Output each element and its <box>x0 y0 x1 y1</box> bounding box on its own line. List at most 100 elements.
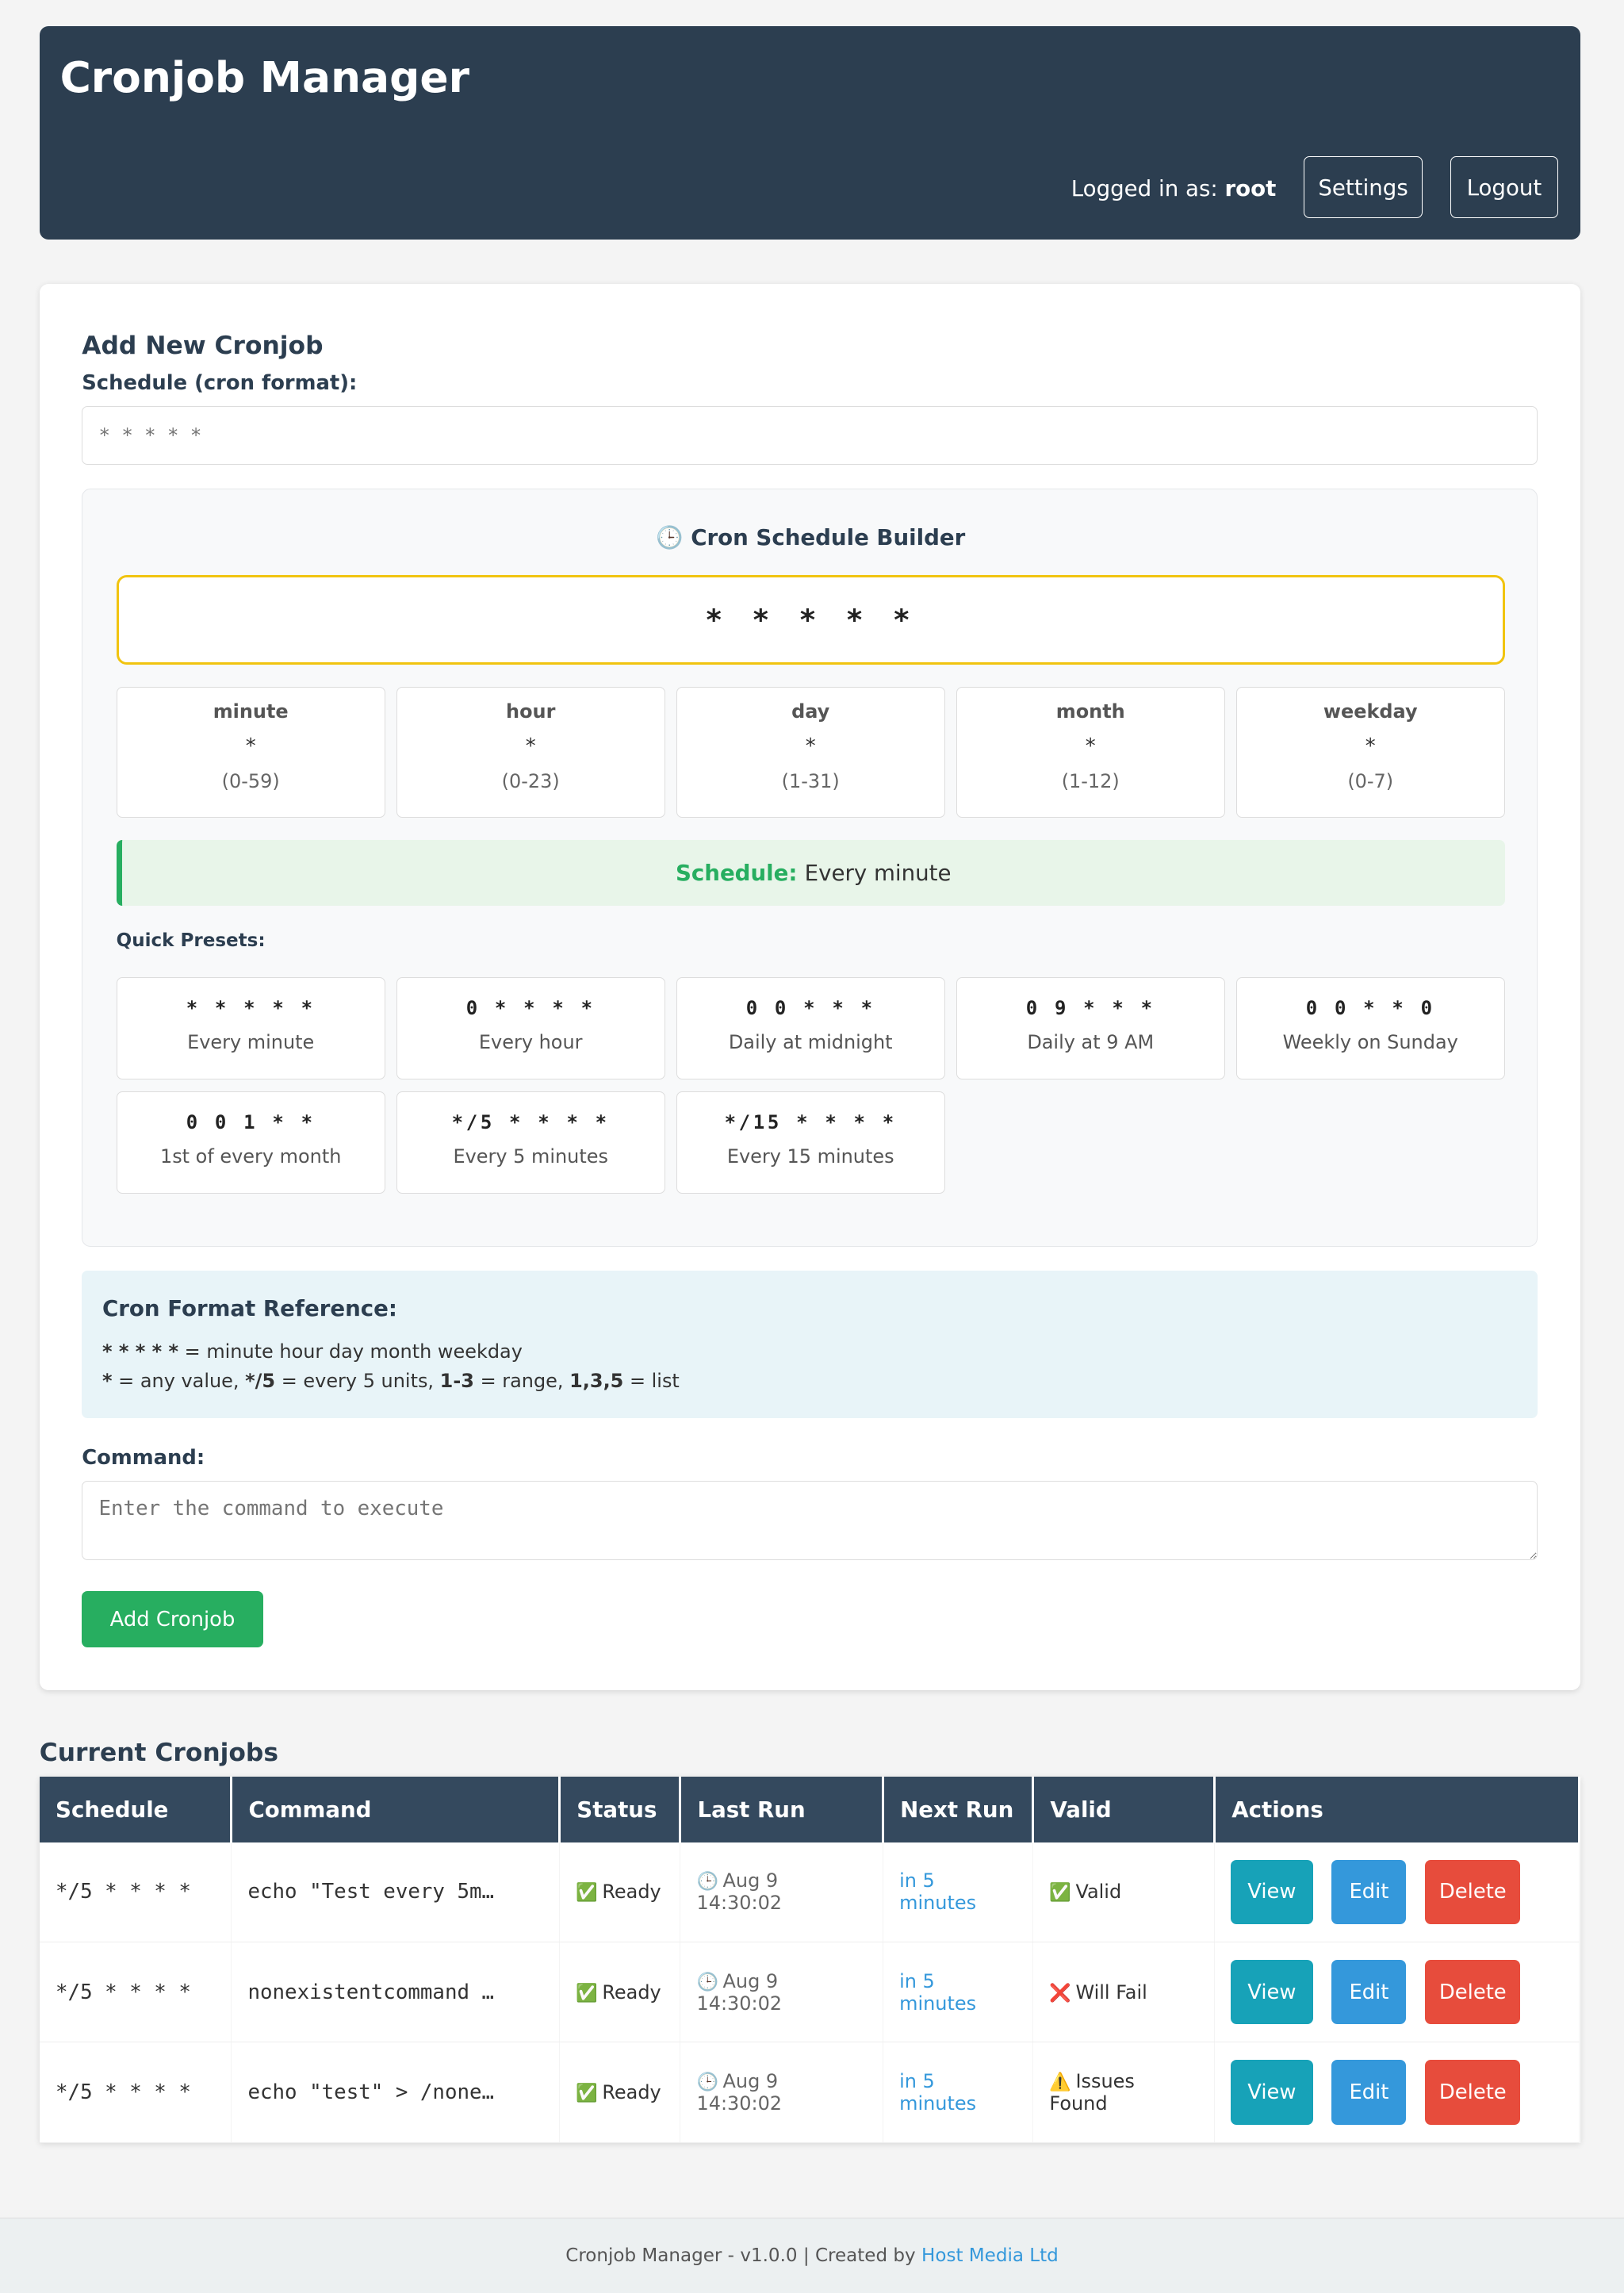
preset-button[interactable]: 0 9 * * * Daily at 9 AM <box>956 977 1225 1080</box>
username: root <box>1224 175 1277 202</box>
logged-in-status: Logged in as: root <box>1071 175 1277 201</box>
status-text: Ready <box>602 1881 661 1904</box>
column-header: Next Run <box>883 1776 1035 1842</box>
field-month[interactable]: month * (1-12) <box>956 686 1225 819</box>
cron-schedule-builder: 🕒 Cron Schedule Builder * * * * * minute… <box>82 488 1538 1248</box>
schedule-input[interactable] <box>82 406 1538 466</box>
status-cell: ✅ Ready <box>559 2042 681 2143</box>
last-run-cell: 🕒 Aug 9 14:30:02 <box>680 2042 883 2143</box>
validity-icon: ❌ <box>1049 1982 1071 2003</box>
schedule-label: Schedule (cron format): <box>82 371 358 396</box>
settings-button[interactable]: Settings <box>1304 156 1423 218</box>
valid-text: Will Fail <box>1075 1980 1147 2003</box>
field-range: (1-12) <box>1061 769 1120 792</box>
field-range: (0-23) <box>501 769 560 792</box>
command-cell: echo "Test every 5m… <box>231 1842 561 1943</box>
column-header: Status <box>559 1776 682 1842</box>
last-run-cell: 🕒 Aug 9 14:30:02 <box>680 1842 883 1943</box>
add-cronjob-title: Add New Cronjob <box>82 332 324 361</box>
check-icon: ✅ <box>576 2083 598 2104</box>
builder-title-text: Cron Schedule Builder <box>691 523 966 550</box>
edit-button[interactable]: Edit <box>1331 2060 1407 2125</box>
field-name: weekday <box>1323 700 1418 723</box>
preset-button[interactable]: 0 0 1 * * 1st of every month <box>116 1091 385 1194</box>
next-run-cell: in 5 minutes <box>883 2042 1034 2143</box>
preset-cron: 0 0 * * * <box>745 997 875 1020</box>
delete-button[interactable]: Delete <box>1425 2060 1521 2125</box>
footer: Cronjob Manager - v1.0.0 | Created by Hos… <box>0 2218 1624 2293</box>
field-value: * <box>245 734 256 758</box>
edit-button[interactable]: Edit <box>1331 1960 1407 2025</box>
preset-cron: 0 0 1 * * <box>186 1111 316 1134</box>
status-text: Ready <box>602 2081 661 2104</box>
field-name: month <box>1055 700 1125 723</box>
preset-cron: 0 0 * * 0 <box>1305 997 1435 1020</box>
app-title: Cronjob Manager <box>59 52 469 103</box>
schedule-description: Schedule: Every minute <box>116 840 1505 907</box>
valid-text: Valid <box>1075 1881 1122 1904</box>
field-value: * <box>525 734 536 758</box>
preset-button[interactable]: */15 * * * * Every 15 minutes <box>676 1091 945 1194</box>
preset-button[interactable]: * * * * * Every minute <box>116 977 385 1080</box>
ref-code: 1-3 <box>439 1370 474 1393</box>
preset-label: Every minute <box>187 1031 315 1054</box>
field-range: (0-7) <box>1347 769 1394 792</box>
field-name: minute <box>213 700 289 723</box>
ref-code: * <box>102 1370 113 1393</box>
ref-code: */5 <box>245 1370 276 1393</box>
field-day[interactable]: day * (1-31) <box>676 686 945 819</box>
schedule-cell: */5 * * * * <box>39 1942 232 2043</box>
preset-button[interactable]: 0 * * * * Every hour <box>396 977 665 1080</box>
field-hour[interactable]: hour * (0-23) <box>396 686 665 819</box>
column-header: Actions <box>1214 1776 1580 1842</box>
footer-link[interactable]: Host Media Ltd <box>921 2245 1059 2267</box>
view-button[interactable]: View <box>1231 2060 1313 2125</box>
delete-button[interactable]: Delete <box>1425 1859 1521 1924</box>
delete-button[interactable]: Delete <box>1425 1960 1521 2025</box>
field-value: * <box>1085 734 1096 758</box>
valid-text: Issues Found <box>1049 2070 1135 2115</box>
actions-cell: View Edit Delete <box>1214 2042 1580 2143</box>
clock-icon: 🕒 <box>696 2072 718 2093</box>
logout-button[interactable]: Logout <box>1450 156 1559 218</box>
preset-cron: */15 * * * * <box>724 1111 897 1134</box>
ref-code: * * * * * <box>102 1340 179 1363</box>
field-weekday[interactable]: weekday * (0-7) <box>1235 686 1505 819</box>
preset-cron: */5 * * * * <box>451 1111 610 1134</box>
schedule-description-text: Every minute <box>804 860 952 887</box>
preset-button[interactable]: 0 0 * * * Daily at midnight <box>676 977 945 1080</box>
column-header: Command <box>231 1776 561 1842</box>
preset-button[interactable]: */5 * * * * Every 5 minutes <box>396 1091 665 1194</box>
ref-code: 1,3,5 <box>569 1370 624 1393</box>
last-run-text: Aug 9 14:30:02 <box>696 1969 783 2015</box>
logged-in-label: Logged in as: <box>1071 175 1218 202</box>
view-button[interactable]: View <box>1231 1859 1313 1924</box>
view-button[interactable]: View <box>1231 1960 1313 2025</box>
command-input[interactable] <box>82 1481 1538 1560</box>
reference-line-2: * = any value, */5 = every 5 units, 1-3 … <box>102 1370 680 1392</box>
field-minute[interactable]: minute * (0-59) <box>116 686 385 819</box>
reference-title: Cron Format Reference: <box>102 1295 397 1322</box>
actions-cell: View Edit Delete <box>1214 1842 1580 1943</box>
add-cronjob-button[interactable]: Add Cronjob <box>82 1590 263 1648</box>
field-range: (0-59) <box>221 769 280 792</box>
cron-expression-display: * * * * * <box>116 575 1505 665</box>
schedule-cell: */5 * * * * <box>39 2042 232 2143</box>
table-row: */5 * * * * echo "Test every 5m… ✅ Ready … <box>39 1842 1580 1943</box>
preset-button[interactable]: 0 0 * * 0 Weekly on Sunday <box>1235 977 1505 1080</box>
last-run-text: Aug 9 14:30:02 <box>696 1869 783 1915</box>
field-value: * <box>805 734 816 758</box>
field-value: * <box>1365 734 1376 758</box>
preset-label: Every 15 minutes <box>726 1145 894 1168</box>
command-cell: echo "test" > /none… <box>231 2042 561 2143</box>
validity-icon: ✅ <box>1049 1882 1071 1904</box>
edit-button[interactable]: Edit <box>1331 1859 1407 1924</box>
next-run-cell: in 5 minutes <box>883 1842 1034 1943</box>
check-icon: ✅ <box>576 1982 598 2003</box>
preset-cron: 0 9 * * * <box>1025 997 1155 1020</box>
current-cronjobs-title: Current Cronjobs <box>39 1738 278 1767</box>
preset-cron: * * * * * <box>186 997 316 1020</box>
field-name: hour <box>506 700 556 723</box>
next-run-cell: in 5 minutes <box>883 1942 1034 2043</box>
last-run-text: Aug 9 14:30:02 <box>696 2070 783 2115</box>
